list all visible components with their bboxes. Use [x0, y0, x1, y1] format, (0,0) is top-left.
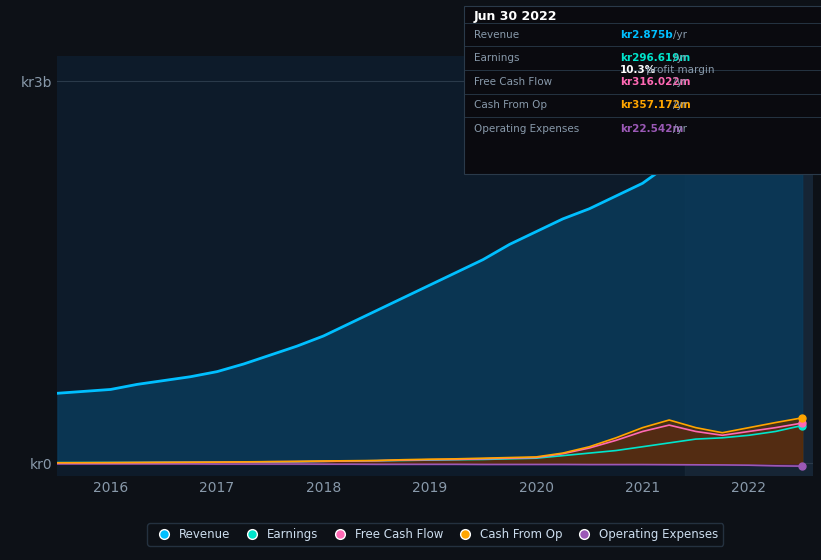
Text: kr296.619m: kr296.619m — [620, 53, 690, 63]
Text: kr2.875b: kr2.875b — [620, 30, 672, 40]
Text: Jun 30 2022: Jun 30 2022 — [474, 10, 557, 23]
Text: /yr: /yr — [673, 100, 687, 110]
Text: kr316.022m: kr316.022m — [620, 77, 690, 87]
Text: profit margin: profit margin — [643, 65, 714, 75]
Bar — [686, 56, 813, 476]
Text: Free Cash Flow: Free Cash Flow — [474, 77, 552, 87]
Text: Revenue: Revenue — [474, 30, 519, 40]
Text: kr357.172m: kr357.172m — [620, 100, 690, 110]
Text: /yr: /yr — [673, 77, 687, 87]
Text: /yr: /yr — [673, 124, 687, 134]
Legend: Revenue, Earnings, Free Cash Flow, Cash From Op, Operating Expenses: Revenue, Earnings, Free Cash Flow, Cash … — [147, 523, 723, 545]
Text: kr22.542m: kr22.542m — [620, 124, 683, 134]
Text: Cash From Op: Cash From Op — [474, 100, 547, 110]
Text: Operating Expenses: Operating Expenses — [474, 124, 579, 134]
Text: 10.3%: 10.3% — [620, 65, 656, 75]
Text: /yr: /yr — [673, 53, 687, 63]
Text: Earnings: Earnings — [474, 53, 519, 63]
Text: /yr: /yr — [673, 30, 687, 40]
